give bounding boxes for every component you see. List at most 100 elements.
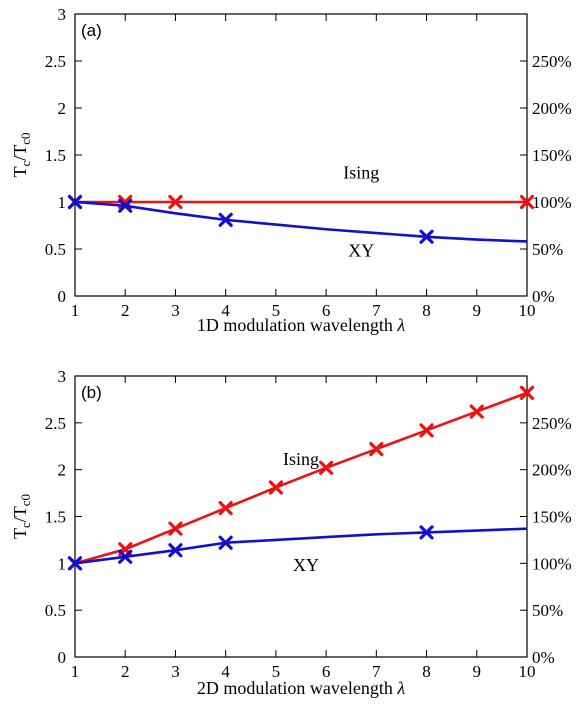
x-tick-label: 4	[221, 301, 230, 320]
data-point-xy	[419, 525, 434, 540]
series-line-ising	[74, 391, 528, 565]
y2-tick-label: 250%	[532, 52, 572, 71]
marker-stroke	[168, 543, 183, 558]
series-label-xy: XY	[293, 555, 319, 575]
y-axis-title-main: T	[10, 528, 30, 539]
marker-stroke	[168, 194, 183, 210]
marker-stroke	[67, 194, 83, 210]
chart-panel-a: 1 2 3 4 5 6 7 8 9 10 0 0.5 1 1.5 2 2.5 3 0% 50% 100% 150% 200…	[10, 5, 572, 335]
data-point-ising	[268, 480, 283, 495]
y-tick-label: 0	[58, 287, 67, 306]
x-tick-label: 2	[121, 662, 130, 681]
series-label-ising: Ising	[343, 163, 379, 183]
y-axis-title-main: T	[10, 167, 30, 178]
x-axis-title-text: 2D modulation wavelength	[197, 678, 397, 698]
x-tick-label: 2	[121, 301, 130, 320]
x-tick-label: 9	[473, 662, 482, 681]
data-point-ising	[218, 500, 233, 516]
marker-stroke	[419, 525, 434, 540]
x-axis-title-text: 1D modulation wavelength	[197, 315, 397, 335]
x-tick-label: 3	[171, 662, 180, 681]
marker-stroke	[319, 460, 334, 475]
y2-tick-label: 150%	[532, 508, 572, 527]
y-axis-title: Tc/Tc0	[10, 132, 33, 177]
y2-tick-label: 250%	[532, 414, 572, 433]
data-point-ising	[519, 194, 535, 210]
x-tick-label: 5	[272, 662, 281, 681]
y-tick-label: 3	[58, 367, 67, 386]
marker-stroke	[419, 423, 434, 438]
x-tick-label: 6	[322, 662, 331, 681]
y2-tick-label: 50%	[532, 240, 563, 259]
marker-stroke	[218, 535, 233, 550]
x-axis-title: 1D modulation wavelength λ	[197, 315, 405, 335]
marker-stroke	[369, 441, 384, 457]
y-tick-label: 3	[58, 5, 67, 24]
marker-stroke	[118, 198, 133, 213]
data-point-ising	[469, 404, 484, 419]
y-tick-label: 1	[58, 554, 67, 573]
x-axis-title: 2D modulation wavelength λ	[197, 678, 405, 698]
y-axis-title: Tc/Tc0	[10, 494, 33, 539]
marker-stroke	[268, 480, 283, 495]
x-tick-label: 9	[473, 301, 482, 320]
data-point-xy	[67, 556, 83, 571]
chart-panel-b: 1 2 3 4 5 6 7 8 9 10 0 0.5 1 1.5 2 2.5 3 0% 50% 100% 150% 200…	[10, 367, 572, 698]
y-tick-label: 1.5	[45, 508, 66, 527]
x-tick-label: 1	[71, 662, 80, 681]
series-label-ising: Ising	[283, 449, 319, 469]
marker-stroke	[519, 385, 535, 400]
marker-stroke	[218, 212, 233, 227]
lambda-symbol: λ	[396, 678, 405, 698]
x-tick-label: 3	[171, 301, 180, 320]
x-tick-label: 1	[71, 301, 80, 320]
y-tick-label: 2	[58, 99, 67, 118]
y-tick-label: 0.5	[45, 240, 66, 259]
y2-tick-label: 100%	[532, 554, 572, 573]
panel-label: (b)	[81, 383, 102, 402]
data-point-xy	[419, 229, 434, 244]
series-line-xy	[74, 527, 528, 565]
data-point-xy	[218, 535, 233, 550]
data-point-xy	[118, 198, 133, 213]
marker-stroke	[469, 404, 484, 419]
data-point-xy	[168, 543, 183, 558]
y-axis-title-sub1: c	[18, 522, 33, 528]
y-axis-title-sub2: c0	[18, 494, 33, 506]
y-axis-title-slash: /T	[10, 145, 30, 161]
data-point-ising	[168, 521, 183, 536]
marker-stroke	[218, 500, 233, 516]
x-tick-label: 7	[372, 662, 381, 681]
y-axis-title-sub2: c0	[18, 132, 33, 144]
panel-label: (a)	[81, 21, 102, 40]
marker-stroke	[519, 194, 535, 210]
series-line-xy	[74, 200, 528, 243]
data-point-ising	[168, 194, 183, 210]
y-tick-label: 1	[58, 193, 67, 212]
y-tick-label: 1.5	[45, 146, 66, 165]
y2-tick-label: 200%	[532, 99, 572, 118]
x-tick-label: 10	[519, 662, 536, 681]
y2-tick-label: 150%	[532, 146, 572, 165]
y-tick-label: 2.5	[45, 52, 66, 71]
data-point-ising	[369, 441, 384, 457]
y2-tick-label: 0%	[532, 287, 555, 306]
marker-stroke	[118, 549, 133, 564]
y2-tick-label: 50%	[532, 601, 563, 620]
series-ising: Ising	[67, 163, 535, 210]
data-point-ising	[319, 460, 334, 475]
series-ising: Ising	[67, 385, 535, 571]
series-xy: XY	[67, 194, 528, 261]
data-point-xy	[218, 212, 233, 227]
x-tick-label: 5	[272, 301, 281, 320]
x-tick-label: 8	[422, 301, 431, 320]
y2-tick-label: 100%	[532, 193, 572, 212]
x-tick-label: 10	[519, 301, 536, 320]
data-point-xy	[118, 549, 133, 564]
y-axis-title-sub1: c	[18, 161, 33, 167]
y-tick-label: 0	[58, 648, 67, 667]
data-point-ising	[519, 385, 535, 400]
y2-tick-label: 200%	[532, 461, 572, 480]
series-label-xy: XY	[348, 241, 374, 261]
